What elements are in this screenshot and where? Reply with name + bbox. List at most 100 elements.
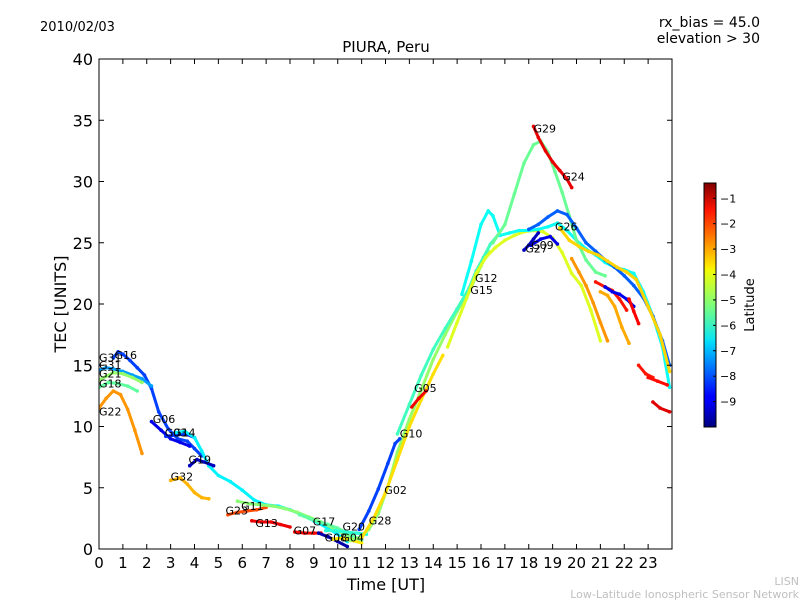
data-point (355, 531, 359, 535)
data-point (199, 495, 204, 500)
data-point (527, 227, 531, 232)
data-point (627, 297, 631, 301)
data-point (254, 508, 259, 512)
data-point (543, 149, 548, 153)
data-point (491, 214, 495, 218)
data-point (479, 222, 483, 227)
data-point (407, 402, 412, 407)
y-tick-label: 5 (83, 479, 93, 498)
data-point (140, 380, 144, 385)
data-point (121, 372, 125, 376)
data-point (658, 332, 662, 337)
data-point (558, 168, 562, 173)
satellite-label: G16 (115, 349, 138, 362)
data-point (293, 530, 297, 534)
data-point (503, 238, 507, 243)
data-point (312, 531, 316, 535)
data-point (565, 212, 569, 217)
x-tick-label: 22 (615, 554, 634, 572)
data-point (407, 424, 412, 429)
data-point (455, 307, 459, 311)
satellite-label: G27 (525, 243, 548, 256)
data-point (634, 277, 638, 282)
date-label: 2010/02/03 (40, 20, 115, 35)
y-tick-label: 30 (73, 173, 93, 192)
trace-G24 (531, 124, 574, 190)
data-point (431, 357, 436, 361)
data-point (271, 504, 276, 508)
data-point (164, 434, 168, 439)
trace-G20 (324, 528, 369, 537)
trace-G26b (558, 226, 672, 374)
data-point (407, 417, 412, 421)
x-tick-label: 7 (261, 554, 271, 572)
data-point (111, 367, 116, 371)
data-point (536, 227, 541, 232)
data-point (226, 512, 230, 517)
y-tick-label: 40 (73, 50, 93, 69)
y-tick-label: 25 (73, 234, 93, 253)
trace-G36 (651, 400, 672, 414)
credit-full: Low-Latitude Ionospheric Sensor Network (570, 588, 799, 600)
trace-line (529, 235, 559, 247)
data-point (584, 241, 588, 245)
data-point (546, 215, 550, 219)
satellite-label: G20 (343, 521, 366, 534)
data-point (252, 498, 256, 502)
data-point (617, 297, 622, 301)
data-point (441, 353, 445, 358)
data-point (278, 522, 283, 527)
data-point (116, 350, 120, 354)
x-tick-label: 20 (567, 554, 586, 572)
data-point (118, 392, 123, 397)
data-point (185, 482, 190, 486)
x-tick-label: 0 (94, 554, 104, 572)
colorbar-tick-label: −9 (720, 396, 736, 409)
satellite-label: G26 (555, 221, 578, 234)
x-tick-label: 9 (309, 554, 319, 572)
data-point (569, 185, 574, 190)
data-point (336, 526, 340, 530)
data-point (612, 304, 617, 309)
data-point (207, 497, 211, 501)
data-point (667, 369, 672, 374)
data-point (603, 274, 607, 278)
data-point (569, 271, 574, 276)
satellite-label: G23 (226, 505, 249, 518)
trace-line (99, 389, 144, 455)
colorbar (703, 182, 717, 428)
x-tick-label: 14 (424, 554, 443, 572)
data-point (431, 347, 436, 352)
data-point (460, 292, 464, 297)
y-tick-label: 20 (73, 295, 93, 314)
data-point (584, 258, 588, 262)
data-point (531, 237, 536, 241)
data-point (667, 385, 672, 390)
data-point (531, 143, 536, 147)
data-point (111, 356, 116, 360)
trace-G10 (357, 437, 402, 532)
data-point (111, 370, 116, 375)
trace-G09 (529, 234, 560, 247)
data-point (302, 531, 307, 535)
trace-line (491, 139, 607, 278)
data-point (555, 221, 560, 225)
data-point (178, 440, 182, 445)
data-point (620, 325, 624, 330)
x-tick-label: 1 (118, 554, 128, 572)
data-point (240, 488, 245, 493)
data-point (589, 308, 593, 312)
data-point (593, 270, 598, 274)
trace-G33 (627, 297, 641, 326)
data-point (166, 427, 170, 431)
data-point (574, 226, 579, 230)
data-point (541, 229, 545, 234)
data-point (529, 243, 533, 247)
data-point (553, 169, 557, 174)
data-point (250, 519, 254, 523)
data-point (128, 358, 132, 363)
data-point (106, 380, 111, 385)
trace-G34 (636, 363, 655, 380)
trace-line (331, 536, 364, 545)
